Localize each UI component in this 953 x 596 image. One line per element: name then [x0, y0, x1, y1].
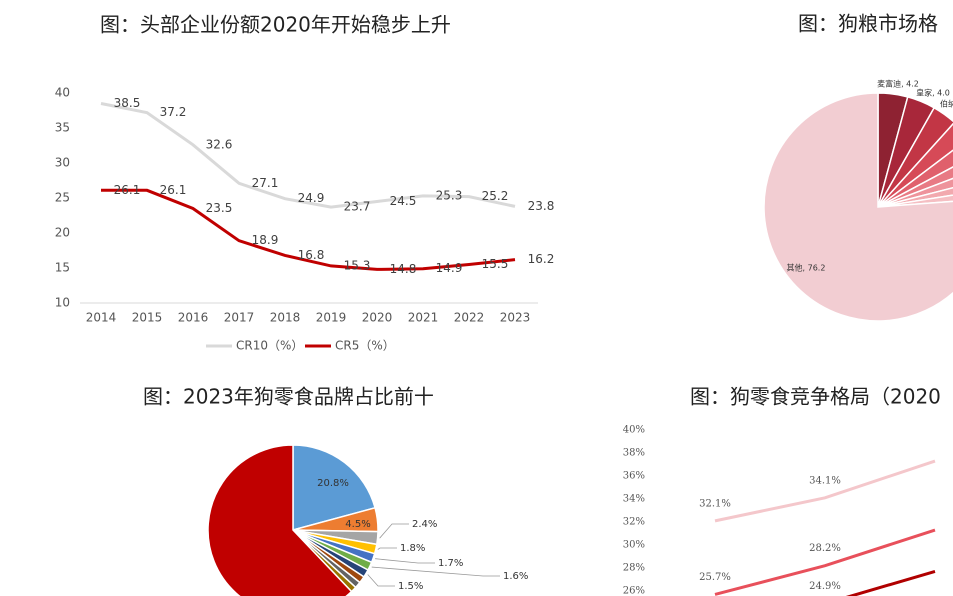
x-tick-label: 2020	[362, 311, 393, 325]
y-tick-label: 20	[55, 226, 70, 240]
data-label: 23.8	[528, 199, 555, 213]
leader-line	[367, 574, 395, 587]
data-label: 14.8	[390, 262, 417, 276]
data-label: 4.5%	[345, 519, 370, 530]
y-tick-label: 10	[55, 296, 70, 310]
data-label: 16.8	[298, 248, 325, 262]
y-tick-label: 40	[55, 86, 70, 100]
pie-slice	[763, 92, 953, 322]
pie-slice	[877, 106, 953, 208]
series-line	[714, 528, 936, 596]
y-tick-label: 35	[55, 121, 70, 135]
chart-title: 图：头部企业份额2020年开始稳步上升	[100, 13, 451, 37]
data-label: 24.5	[390, 194, 417, 208]
data-label: 25.7%	[699, 572, 731, 583]
x-tick-label: 2015	[132, 311, 163, 325]
y-tick-label: 28%	[623, 563, 645, 574]
y-tick-label: 36%	[623, 471, 645, 482]
chart-title: 图：狗零食竞争格局（2020	[690, 385, 941, 409]
x-tick-label: 2017	[224, 311, 255, 325]
leader-line	[371, 566, 500, 577]
x-tick-label: 2023	[500, 311, 531, 325]
data-label: 15.5	[482, 257, 509, 271]
leader-line	[379, 523, 409, 539]
y-tick-label: 40%	[623, 425, 645, 436]
pie-slice	[877, 194, 953, 208]
y-tick-label: 38%	[623, 448, 645, 459]
series-line	[845, 570, 936, 596]
data-label: 16.2	[528, 252, 555, 266]
series-line	[714, 459, 936, 523]
data-label: 其他, 76.2	[787, 263, 826, 273]
data-label: 15.3	[344, 258, 371, 272]
data-label: 37.2	[160, 105, 187, 119]
data-label: 34.1%	[809, 475, 841, 486]
data-label: 27.1	[252, 176, 279, 190]
data-label: 14.9	[436, 261, 463, 275]
y-tick-label: 30%	[623, 540, 645, 551]
data-label: 28.2%	[809, 543, 841, 554]
y-tick-label: 30	[55, 156, 70, 170]
y-tick-label: 34%	[623, 494, 645, 505]
x-tick-label: 2021	[408, 311, 439, 325]
series-line	[100, 102, 516, 209]
data-label: 32.6	[206, 137, 233, 151]
x-tick-label: 2014	[86, 311, 117, 325]
data-label: 25.3	[436, 188, 463, 202]
chart-title: 图：狗粮市场格	[798, 12, 938, 36]
y-tick-label: 25	[55, 191, 70, 205]
data-label: 26.1	[114, 183, 141, 197]
data-label: 25.2	[482, 189, 509, 203]
legend-label: CR5（%）	[335, 339, 395, 353]
data-label: 24.9%	[809, 581, 841, 592]
data-label: 2.4%	[412, 519, 437, 530]
data-label: 32.1%	[699, 498, 731, 509]
pie-slice	[292, 444, 376, 531]
leader-line	[375, 558, 435, 564]
data-label: 1.5%	[398, 581, 423, 592]
data-label: 皇家, 4.0	[916, 88, 950, 98]
x-tick-label: 2016	[178, 311, 209, 325]
y-tick-label: 15	[55, 261, 70, 275]
series-line	[101, 188, 516, 271]
x-tick-label: 2019	[316, 311, 347, 325]
data-label: 1.7%	[438, 558, 463, 569]
data-label: 23.5	[206, 201, 233, 215]
data-label: 26.1	[160, 183, 187, 197]
leader-line	[377, 547, 397, 550]
data-label: 20.8%	[317, 478, 349, 489]
legend-label: CR10（%）	[236, 339, 303, 353]
data-label: 伯纳	[940, 99, 953, 109]
pie-slice	[207, 444, 353, 596]
x-tick-label: 2022	[454, 311, 485, 325]
data-label: 24.9	[298, 191, 325, 205]
data-label: 23.7	[344, 200, 371, 214]
data-label: 1.8%	[400, 543, 425, 554]
y-tick-label: 26%	[623, 586, 645, 596]
data-label: 麦富迪, 4.2	[877, 79, 919, 89]
x-tick-label: 2018	[270, 311, 301, 325]
pie-slice	[877, 166, 953, 208]
data-label: 18.9	[252, 233, 279, 247]
data-label: 1.6%	[503, 571, 528, 582]
data-label: 38.5	[114, 96, 141, 110]
y-tick-label: 32%	[623, 517, 645, 528]
chart-title: 图：2023年狗零食品牌占比前十	[143, 385, 434, 409]
pie-slice	[877, 149, 953, 208]
